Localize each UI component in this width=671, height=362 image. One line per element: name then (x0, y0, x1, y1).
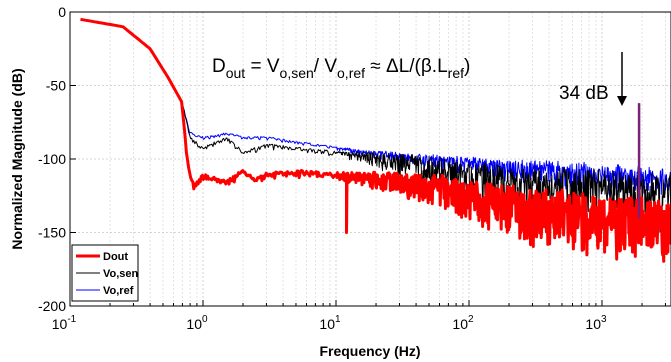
legend-label-dout: Dout (103, 251, 128, 263)
y-axis-label: Normalized Magnitude (dB) (9, 68, 25, 249)
peak-label: 34 dB (559, 83, 609, 104)
equation-sub-1: o,sen (280, 65, 314, 81)
equation-text-3: ≈ ΔL/(β.L (365, 56, 448, 77)
y-tick-label: -150 (38, 225, 66, 241)
tick-marks (69, 11, 666, 307)
x-tick-label: 100 (186, 314, 208, 332)
x-axis-label: Frequency (Hz) (319, 343, 420, 359)
x-tick-label: 103 (585, 314, 607, 332)
equation-text-2: / V (314, 56, 338, 77)
equation-sub-3: ref (448, 65, 464, 81)
equation-lhs: D (212, 56, 226, 77)
y-tick-label: -200 (38, 298, 66, 314)
legend-label-vo-ref: Vo,ref (103, 285, 134, 297)
equation-lhs-sub: out (226, 65, 246, 81)
x-tick-label: 10-1 (52, 314, 77, 332)
y-tick-label: 0 (58, 4, 66, 20)
y-tick-label: -50 (46, 78, 66, 94)
peak-arrow-head (617, 96, 627, 106)
x-tick-label: 102 (452, 314, 474, 332)
equation-annotation: Dout = Vo,sen/ Vo,ref ≈ ΔL/(β.Lref) (212, 56, 470, 81)
series-line-vo-ref (80, 18, 671, 197)
y-tick-label: -100 (38, 151, 66, 167)
equation-sub-2: o,ref (337, 65, 365, 81)
equation-text-1: = V (245, 56, 280, 77)
legend-label-vo-sen: Vo,sen (103, 268, 139, 280)
x-tick-labels: 10-1 100 101 102 103 (52, 314, 607, 332)
series-layer (80, 17, 671, 263)
equation-text-4: ) (464, 56, 470, 77)
legend: Dout Vo,sen Vo,ref (71, 244, 139, 302)
y-tick-labels: 0 -50 -100 -150 -200 (38, 4, 66, 314)
x-tick-label: 101 (319, 314, 341, 332)
series-line-dout (80, 17, 671, 263)
